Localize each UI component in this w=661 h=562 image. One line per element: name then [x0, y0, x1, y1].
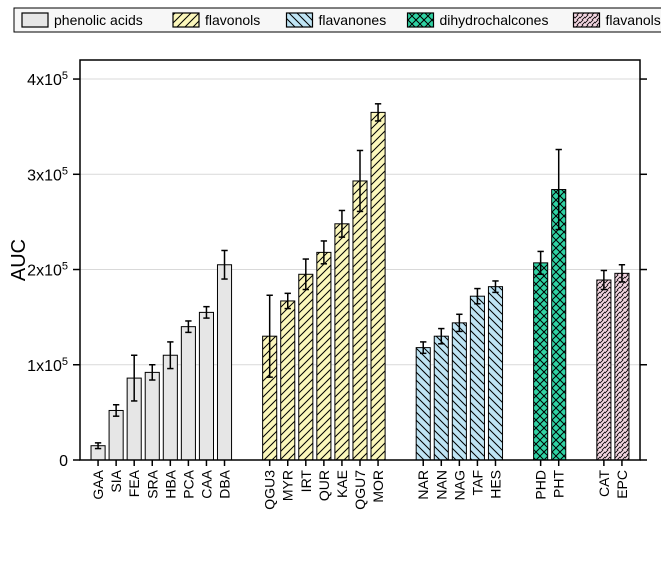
y-tick-label: 4x105: [27, 70, 68, 89]
bar-DBA: [217, 265, 231, 460]
plot-area: 0 1x105 2x105 3x105 4x105 GAASIAFEASRAHBAPCA…: [8, 60, 647, 510]
x-label-PHD: PHD: [533, 470, 549, 500]
legend-label: phenolic acids: [54, 12, 143, 28]
x-label-FEA: FEA: [126, 469, 142, 497]
y-axis-title: AUC: [8, 239, 30, 281]
bar-hatch: [299, 274, 313, 460]
bar-hatch: [470, 296, 484, 460]
x-label-CAA: CAA: [198, 469, 214, 498]
bar-hatch: [615, 273, 629, 460]
bar-hatch: [434, 336, 448, 460]
x-label-MOR: MOR: [370, 470, 386, 503]
x-label-NAR: NAR: [415, 470, 431, 500]
bar-hatch: [353, 181, 367, 460]
x-label-IRT: IRT: [298, 470, 314, 493]
bar-hatch: [371, 112, 385, 460]
x-label-KAE: KAE: [334, 470, 350, 498]
bar-hatch: [597, 280, 611, 460]
x-label-NAN: NAN: [433, 470, 449, 500]
bar-hatch: [281, 301, 295, 460]
bar-hatch: [416, 348, 430, 460]
y-tick-label: 3x105: [27, 165, 68, 184]
bar-hatch: [335, 224, 349, 460]
x-label-TAF: TAF: [469, 470, 485, 495]
x-label-CAT: CAT: [596, 470, 612, 497]
legend-swatch: [22, 13, 48, 27]
y-tick-label: 1x105: [27, 356, 68, 375]
bar-PCA: [181, 327, 195, 460]
y-tick-label: 0: [59, 453, 68, 470]
bar-HBA: [163, 355, 177, 460]
x-label-NAG: NAG: [451, 470, 467, 500]
x-label-SIA: SIA: [108, 469, 124, 492]
legend-label: flavonols: [205, 12, 260, 28]
bar-CAA: [199, 312, 213, 460]
x-label-QGU3: QGU3: [262, 470, 278, 510]
bar-SIA: [109, 410, 123, 460]
bar-hatch: [317, 252, 331, 460]
legend-label: dihydrochalcones: [440, 12, 549, 28]
x-label-EPC: EPC: [614, 470, 630, 499]
x-label-HBA: HBA: [162, 469, 178, 498]
x-label-PHT: PHT: [551, 470, 567, 498]
auc-bar-chart: phenolic acids flavonols flavanones dihydro…: [0, 0, 661, 562]
legend: phenolic acids flavonols flavanones dihydro…: [14, 8, 661, 32]
x-label-GAA: GAA: [90, 469, 106, 499]
x-label-HES: HES: [487, 470, 503, 499]
x-label-SRA: SRA: [144, 469, 160, 498]
legend-label: flavanols: [606, 12, 661, 28]
x-label-QGU7: QGU7: [352, 470, 368, 510]
x-label-QUR: QUR: [316, 470, 332, 501]
bar-hatch: [534, 263, 548, 460]
legend-label: flavanones: [319, 12, 387, 28]
x-label-MYR: MYR: [280, 470, 296, 501]
x-label-PCA: PCA: [180, 469, 196, 498]
bar-SRA: [145, 372, 159, 460]
bar-hatch: [488, 287, 502, 460]
bar-hatch: [452, 323, 466, 460]
y-tick-label: 2x105: [27, 261, 68, 280]
x-label-DBA: DBA: [217, 469, 233, 498]
